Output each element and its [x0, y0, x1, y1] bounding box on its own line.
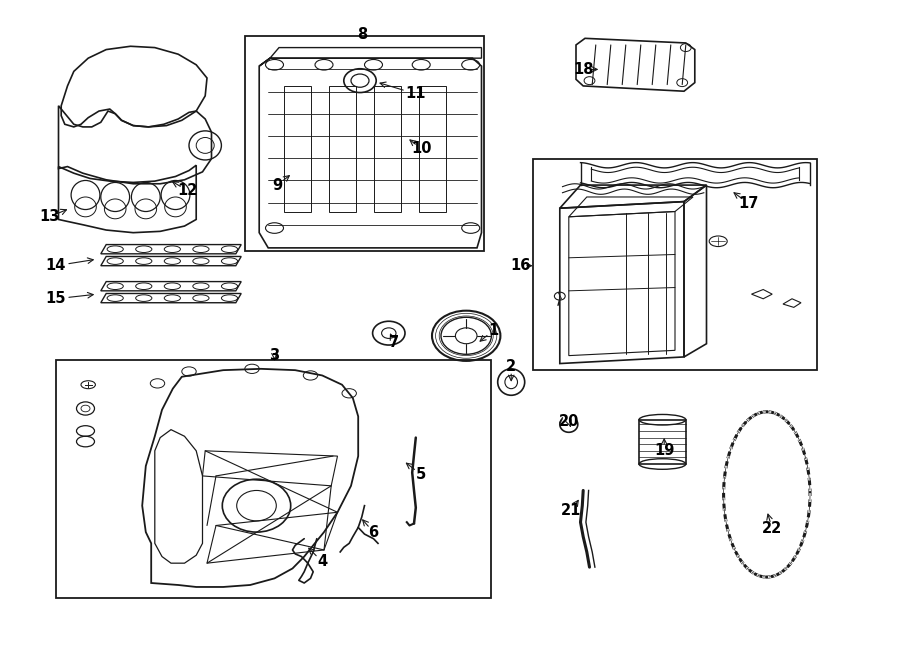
- Text: 1: 1: [488, 323, 499, 338]
- Text: 14: 14: [46, 258, 66, 273]
- Text: 7: 7: [389, 335, 400, 350]
- Text: 22: 22: [762, 522, 782, 536]
- Text: 21: 21: [562, 503, 581, 518]
- Text: 13: 13: [40, 210, 59, 224]
- Text: 6: 6: [368, 525, 379, 539]
- Text: 19: 19: [654, 444, 674, 458]
- Text: 10: 10: [411, 141, 431, 156]
- Text: 8: 8: [356, 27, 367, 42]
- Text: 9: 9: [272, 178, 283, 192]
- Text: 18: 18: [573, 62, 593, 77]
- Text: 15: 15: [46, 292, 66, 306]
- Text: 17: 17: [739, 196, 759, 211]
- Text: 4: 4: [317, 555, 328, 569]
- Text: 2: 2: [506, 360, 517, 374]
- Text: 16: 16: [510, 258, 530, 273]
- Text: 3: 3: [269, 348, 280, 363]
- Text: 5: 5: [416, 467, 427, 482]
- Text: 20: 20: [559, 414, 579, 429]
- Text: 12: 12: [177, 183, 197, 198]
- Text: 11: 11: [406, 87, 426, 101]
